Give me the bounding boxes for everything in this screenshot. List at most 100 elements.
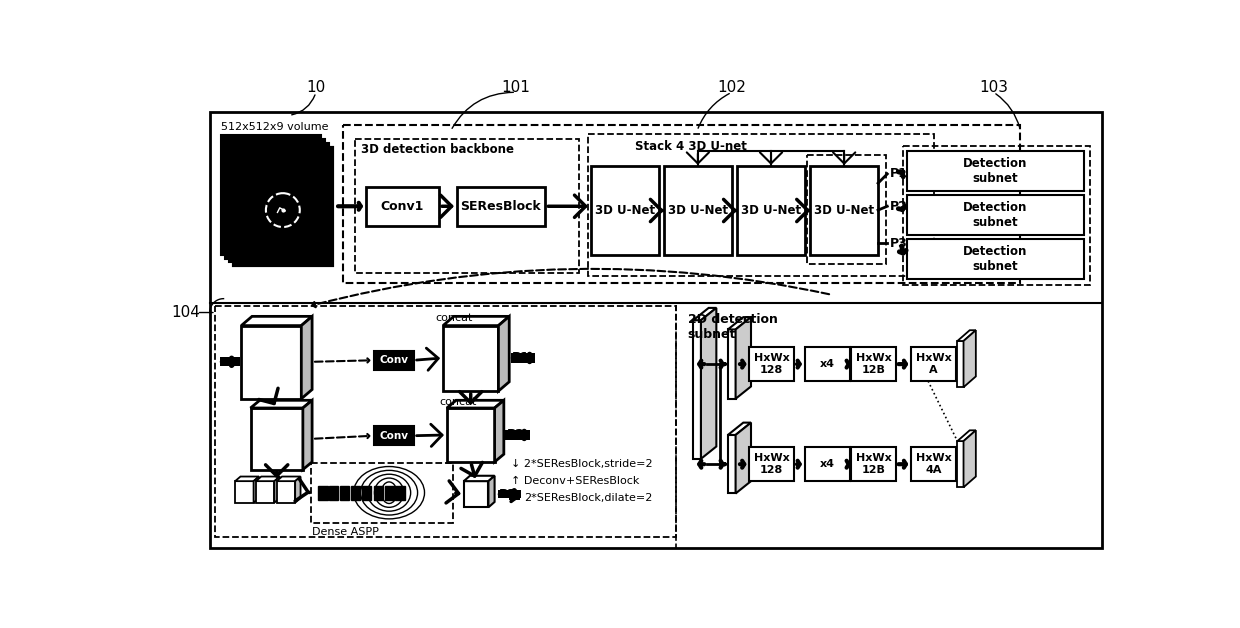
Bar: [588, 134, 934, 276]
Text: 10: 10: [306, 80, 326, 95]
Bar: [236, 481, 253, 502]
Text: P1: P1: [889, 168, 908, 180]
Polygon shape: [701, 308, 717, 459]
Bar: [373, 486, 383, 500]
Bar: [510, 494, 520, 501]
Polygon shape: [728, 423, 751, 435]
Text: P3: P3: [500, 488, 517, 501]
Bar: [749, 347, 794, 381]
Bar: [749, 447, 794, 481]
Polygon shape: [963, 430, 976, 487]
Polygon shape: [255, 477, 280, 481]
Polygon shape: [498, 317, 510, 391]
Bar: [250, 408, 303, 470]
Text: HxWx
12B: HxWx 12B: [856, 354, 892, 375]
Polygon shape: [495, 400, 503, 462]
Bar: [219, 357, 239, 366]
Polygon shape: [274, 477, 280, 502]
Text: P2: P2: [889, 200, 908, 213]
Bar: [737, 166, 805, 255]
Text: HxWx
128: HxWx 128: [754, 453, 790, 475]
Bar: [906, 239, 1084, 279]
Bar: [663, 166, 732, 255]
Text: 3D U-Net: 3D U-Net: [595, 204, 655, 217]
Bar: [310, 463, 453, 522]
Text: 102: 102: [717, 80, 746, 95]
Polygon shape: [253, 477, 259, 502]
Polygon shape: [728, 317, 751, 330]
Bar: [340, 486, 350, 500]
Text: 103: 103: [980, 80, 1008, 95]
Polygon shape: [957, 430, 976, 441]
Bar: [355, 139, 579, 273]
Bar: [215, 306, 676, 538]
Bar: [851, 347, 895, 381]
Polygon shape: [250, 400, 312, 408]
Text: HxWx
4A: HxWx 4A: [915, 453, 951, 475]
Bar: [226, 139, 325, 259]
Bar: [590, 166, 658, 255]
Bar: [319, 486, 327, 500]
Text: x4: x4: [820, 459, 835, 469]
Bar: [343, 126, 1021, 283]
Bar: [233, 147, 332, 266]
Polygon shape: [489, 476, 495, 507]
Polygon shape: [957, 330, 976, 341]
Text: Conv: Conv: [379, 355, 408, 365]
Polygon shape: [295, 477, 300, 502]
Text: 2*SEResBlock,dilate=2: 2*SEResBlock,dilate=2: [525, 493, 653, 502]
Text: x4: x4: [820, 359, 835, 369]
Text: P2: P2: [507, 428, 525, 441]
Bar: [957, 441, 963, 487]
Bar: [456, 187, 546, 225]
Polygon shape: [301, 317, 312, 399]
Bar: [373, 426, 414, 445]
Text: HxWx
128: HxWx 128: [754, 354, 790, 375]
Bar: [277, 481, 295, 502]
Text: Detection
subnet: Detection subnet: [963, 245, 1027, 273]
Polygon shape: [963, 330, 976, 387]
Bar: [373, 351, 414, 369]
Text: 101: 101: [502, 80, 531, 95]
Bar: [233, 147, 332, 266]
Text: 104: 104: [171, 305, 200, 320]
Text: HxWx
A: HxWx A: [915, 354, 951, 375]
Bar: [386, 486, 394, 500]
Text: Dense ASPP: Dense ASPP: [312, 528, 379, 538]
Polygon shape: [303, 400, 312, 470]
Text: Stack 4 3D U-net: Stack 4 3D U-net: [635, 140, 748, 153]
Bar: [728, 330, 735, 399]
Polygon shape: [735, 423, 751, 494]
Text: P3: P3: [889, 237, 908, 250]
Polygon shape: [277, 477, 300, 481]
Bar: [351, 486, 360, 500]
Text: SEResBlock: SEResBlock: [460, 200, 541, 213]
Bar: [911, 447, 956, 481]
Text: Detection
subnet: Detection subnet: [963, 157, 1027, 185]
Bar: [906, 195, 1084, 235]
Polygon shape: [693, 308, 717, 320]
Bar: [810, 166, 878, 255]
Bar: [396, 486, 404, 500]
Text: 3D U-Net: 3D U-Net: [742, 204, 801, 217]
Polygon shape: [443, 317, 510, 325]
Text: concat: concat: [435, 313, 472, 323]
Polygon shape: [735, 317, 751, 399]
Bar: [805, 447, 849, 481]
Bar: [807, 154, 885, 264]
Bar: [957, 341, 963, 387]
Text: 3D detection backbone: 3D detection backbone: [361, 143, 513, 156]
Text: 512x512x9 volume: 512x512x9 volume: [221, 122, 329, 131]
Bar: [911, 347, 956, 381]
Bar: [728, 435, 735, 494]
Polygon shape: [464, 476, 495, 481]
Text: ↓ 2*SEResBlock,stride=2: ↓ 2*SEResBlock,stride=2: [511, 459, 652, 469]
Bar: [362, 486, 372, 500]
Text: HxWx
12B: HxWx 12B: [856, 453, 892, 475]
Bar: [255, 481, 274, 502]
Polygon shape: [236, 477, 259, 481]
Text: P1: P1: [512, 352, 531, 364]
Bar: [506, 430, 529, 440]
Bar: [329, 486, 339, 500]
Text: Conv1: Conv1: [381, 200, 424, 213]
